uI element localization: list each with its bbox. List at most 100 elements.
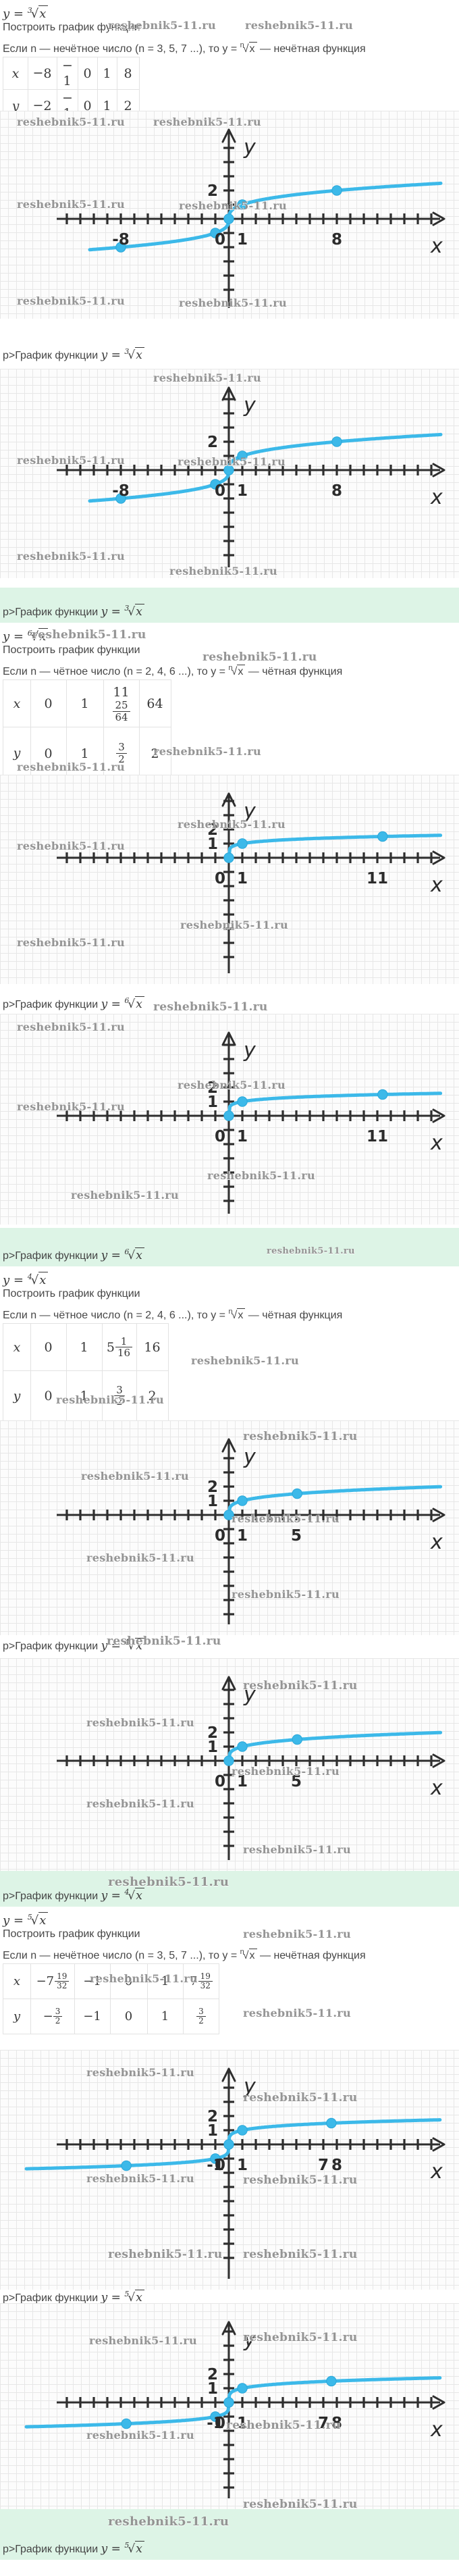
radical: 5√x [124,2541,144,2556]
watermark: reshebnik5-11.ru [86,2172,194,2185]
radical: 6√x [124,1247,144,1262]
watermark: reshebnik5-11.ru [107,1634,221,1648]
table-cell: −3 2 [30,1999,75,2034]
row-label: x [3,57,28,90]
caption-prefix: p>График функции [3,1641,99,1652]
x-tick-label: 0 [215,1773,225,1791]
table-cell: 1 [66,1323,103,1371]
value-table: x 0 1 11 25 64 64 y 0 1 3 2 2 [3,679,171,775]
formula: y = 4√x [101,1888,144,1903]
caption-prefix: p>График функции [3,607,99,618]
x-tick-label: 1 [237,2415,248,2432]
caption-formula: y = 4√x [101,1888,144,1903]
graph-caption: p>График функции y = 4√x reshebnik5-11.ru [0,1635,459,1658]
y-tick-label: 2 [207,434,218,451]
graph-caption: p>График функции y = 3√x [0,319,459,369]
watermark: reshebnik5-11.ru [17,454,125,467]
x-tick-label: -1 [207,2415,224,2432]
build-graph-label: Построить график функции [3,643,459,659]
x-tick-label: 8 [331,231,342,249]
section-divider-band: p>График функции y = 6√x reshebnik5-11.ru [0,1228,459,1266]
row-label: y [3,1999,31,2034]
table-cell: −1 [74,1999,111,2034]
y-tick-label: 1 [207,1093,218,1111]
formula: y = 5√x [101,2290,144,2304]
y-axis-letter: y [243,1445,256,1469]
caption-line: p>График функции y = 3√x [3,604,144,619]
table-cell: −1 [57,89,78,111]
x-tick-label: 1 [237,482,248,500]
caption-formula: y = 6√x [101,996,144,1011]
value-table: x −7 19 32 −1 0 1 7 19 32 y −3 2 −1 0 1 3 2 [3,1963,219,2034]
watermark: reshebnik5-11.ru [226,2419,341,2432]
build-graph-text: Построить график функции [3,22,140,33]
watermark: reshebnik5-11.ru [86,1797,194,1810]
graph-fourth-root-1: 0 1 5 1 2 y x reshebnik5-11.ru reshebnik5-11.ru r… [0,1420,459,1635]
formula: y = 6√x [101,996,144,1011]
watermark: reshebnik5-11.ru [243,1843,351,1856]
x-tick-label: 0 [215,2157,225,2174]
radical: 6√x [28,628,49,644]
caption-formula: y = 6√x [101,1247,144,1262]
table-cell: −2 [28,89,57,111]
parity-note: Если n — нечётное число (n = 3, 5, 7 ...… [3,41,366,55]
y-tick-label: 2 [207,1478,218,1496]
y-tick-label: 1 [207,1493,218,1510]
caption-prefix: p>График функции [3,350,99,361]
caption-line: p>График функции y = 5√x [3,2541,144,2556]
watermark: reshebnik5-11.ru [153,371,261,384]
x-axis-letter: x [430,1131,443,1155]
y-tick-label: 2 [207,182,218,200]
radical: 4√x [124,1888,144,1903]
row-label: x [3,679,31,727]
watermark: reshebnik5-11.ru [86,2429,194,2442]
radical: 3√x [124,347,144,362]
y-tick-label: 1 [207,2122,218,2140]
watermark: reshebnik5-11.ru [17,294,125,307]
watermark: reshebnik5-11.ru [17,198,125,211]
x-tick-label: 0 [215,870,225,887]
x-axis-letter: x [430,234,443,258]
parity-note: Если n — чётное число (n = 2, 4, 6 ...),… [3,664,343,677]
watermark: reshebnik5-11.ru [71,1189,179,1202]
graph-cube-root-2: -8 0 1 8 2 y x reshebnik5-11.ru reshebnik5-11.ru… [0,369,459,578]
radical: 6√x [124,996,144,1011]
x-axis-letter: x [430,486,443,509]
radical: n√x [240,41,257,55]
y-axis-letter: y [243,1683,256,1707]
table-cell: 64 [139,679,171,727]
watermark: reshebnik5-11.ru [17,115,125,128]
watermark: reshebnik5-11.ru [243,2498,358,2510]
build-graph-label: Построить график функции [3,1287,459,1303]
caption-prefix: p>График функции [3,2292,99,2304]
watermark: reshebnik5-11.ru [90,1972,198,1985]
x-tick-label: 8 [331,2415,342,2432]
caption-formula: y = 4√x [101,1638,144,1653]
watermark: reshebnik5-11.ru [243,2173,358,2187]
watermark: reshebnik5-11.ru [108,19,216,32]
formula: y = 5√x [3,1912,49,1928]
table-row: x −7 19 32 −1 0 1 7 19 32 [3,1963,219,1999]
table-cell: 0 [78,57,98,90]
watermark: reshebnik5-11.ru [202,650,317,664]
graph-2-svg: -8 0 1 8 2 y x [57,386,446,567]
table-cell: 5 1 16 [102,1323,137,1371]
formula: y = 5√x [101,2541,144,2556]
caption-prefix: p>График функции [3,2544,99,2555]
build-graph-text: Построить график функции [3,1288,140,1299]
watermark: reshebnik5-11.ru [17,761,125,773]
formula: y = 3√x [101,347,144,362]
table-row: x 0 1 5 1 16 16 [3,1323,169,1371]
watermark: reshebnik5-11.ru [153,1000,268,1014]
watermark: reshebnik5-11.ru [86,2066,194,2079]
section-header-fifth-root: y = 5√x Построить график функции Если n — … [0,1907,459,2050]
x-tick-label: 8 [331,2157,342,2174]
graph-caption: p>График функции y = 5√x [0,2290,459,2304]
y-tick-label: 2 [207,1724,218,1742]
table-cell: 16 [136,1323,169,1371]
